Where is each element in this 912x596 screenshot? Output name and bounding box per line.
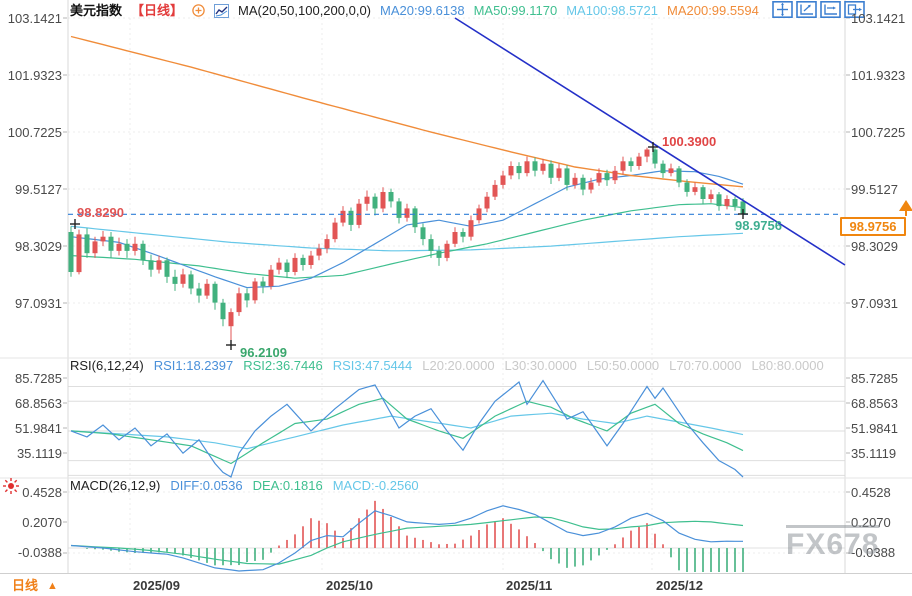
add-indicator-icon[interactable] bbox=[192, 4, 205, 17]
macd-axis-label-left: 0.4528 bbox=[22, 485, 62, 500]
rsi-header: RSI(6,12,24) RSI1:18.2397 RSI2:36.7446 R… bbox=[70, 358, 824, 373]
macd-diff-value: DIFF:0.0536 bbox=[170, 478, 243, 493]
axis-zoom-in-icon[interactable] bbox=[796, 1, 817, 18]
moving-average-lines bbox=[70, 35, 744, 289]
chart-header: 美元指数 【日线】 MA(20,50,100,200,0,0) MA20:99.… bbox=[70, 3, 759, 18]
macd-value: MACD:-0.2560 bbox=[332, 478, 419, 493]
price-badge-arrow bbox=[899, 200, 912, 216]
rsi3-value: RSI3:47.5444 bbox=[332, 358, 413, 373]
rsi-axis-label-left: 51.9841 bbox=[15, 421, 62, 436]
price-axis-label-right: 97.0931 bbox=[851, 296, 898, 311]
macd-axis-label-left: -0.0388 bbox=[17, 545, 62, 560]
period-selector[interactable]: 日线 bbox=[12, 578, 39, 593]
live-status-icon bbox=[2, 477, 20, 500]
rsi-lines bbox=[70, 379, 744, 478]
price-axis-label-right: 98.3029 bbox=[851, 239, 898, 254]
high-price-label: 100.3900 bbox=[662, 134, 717, 149]
chart-type-icon[interactable] bbox=[214, 3, 230, 18]
price-axis-label-right: 99.5127 bbox=[851, 182, 898, 197]
rsi-axis-label-right: 85.7285 bbox=[851, 371, 898, 386]
chart-toolbar bbox=[772, 1, 865, 18]
price-axis-label-left: 98.3029 bbox=[15, 239, 62, 254]
crosshair-move-icon[interactable] bbox=[772, 1, 793, 18]
rsi2-value: RSI2:36.7446 bbox=[243, 358, 323, 373]
rsi-l30-level: L30:30.0000 bbox=[504, 358, 577, 373]
current-price-badge: 98.9756 bbox=[840, 217, 906, 236]
macd-series bbox=[70, 500, 744, 572]
month-label: 2025/09 bbox=[133, 578, 180, 593]
rsi-axis-label-left: 68.8563 bbox=[15, 396, 62, 411]
rsi-axis-label-right: 51.9841 bbox=[851, 421, 898, 436]
rsi-axis-label-right: 35.1119 bbox=[851, 446, 897, 461]
month-label: 2025/11 bbox=[506, 578, 553, 593]
month-label: 2025/10 bbox=[326, 578, 373, 593]
rsi-axis-label-right: 68.8563 bbox=[851, 396, 898, 411]
price-axis-label-left: 97.0931 bbox=[15, 296, 62, 311]
rsi1-value: RSI1:18.2397 bbox=[153, 358, 234, 373]
ma-settings-label: MA(20,50,100,200,0,0) bbox=[238, 3, 372, 18]
last-price-label: 98.9756 bbox=[735, 218, 782, 233]
ma100-value: MA100:98.5721 bbox=[566, 3, 658, 18]
ma200-value: MA200:99.5594 bbox=[667, 3, 759, 18]
month-label: 2025/12 bbox=[656, 578, 703, 593]
macd-axis-label-left: 0.2070 bbox=[22, 515, 62, 530]
macd-header: MACD(26,12,9) DIFF:0.0536 DEA:0.1816 MAC… bbox=[70, 478, 419, 493]
rsi-l20-level: L20:20.0000 bbox=[422, 358, 495, 373]
symbol-name: 美元指数 bbox=[70, 3, 123, 18]
rsi-l80-level: L80:80.0000 bbox=[751, 358, 824, 373]
rsi-l50-level: L50:50.0000 bbox=[586, 358, 660, 373]
price-axis-label-right: 101.9323 bbox=[851, 68, 906, 83]
macd-axis-label-right: 0.4528 bbox=[851, 485, 891, 500]
grid-lines bbox=[68, 17, 845, 572]
price-axis-label-left: 103.1421 bbox=[7, 11, 62, 26]
pop-out-icon[interactable] bbox=[844, 1, 865, 18]
alert-price-label: 98.8290 bbox=[77, 205, 124, 220]
period-dropdown-icon[interactable]: ▲ bbox=[47, 580, 58, 592]
extreme-point-markers bbox=[70, 142, 748, 350]
rsi-axis-label-left: 35.1119 bbox=[16, 446, 62, 461]
period-tag: 【日线】 bbox=[131, 3, 184, 18]
ma20-value: MA20:99.6138 bbox=[380, 3, 465, 18]
macd-axis-label-right: -0.0388 bbox=[851, 545, 896, 560]
low-price-label: 96.2109 bbox=[240, 345, 287, 360]
rsi-axis-label-left: 85.7285 bbox=[15, 371, 62, 386]
axis-zoom-out-icon[interactable] bbox=[820, 1, 841, 18]
price-axis-label-left: 100.7225 bbox=[7, 125, 62, 140]
trendline-annotation[interactable] bbox=[454, 17, 846, 266]
macd-title: MACD(26,12,9) bbox=[70, 478, 161, 493]
macd-dea-value: DEA:0.1816 bbox=[252, 478, 323, 493]
rsi-l70-level: L70:70.0000 bbox=[669, 358, 742, 373]
time-axis-bar bbox=[0, 573, 912, 596]
ma50-value: MA50:99.1170 bbox=[473, 3, 558, 18]
candlestick-series bbox=[68, 147, 746, 345]
macd-axis-label-right: 0.2070 bbox=[851, 515, 891, 530]
rsi-title: RSI(6,12,24) bbox=[70, 358, 144, 373]
watermark-logo: FX678 bbox=[786, 528, 880, 561]
price-axis-label-right: 100.7225 bbox=[851, 125, 906, 140]
price-axis-label-left: 101.9323 bbox=[7, 68, 62, 83]
price-axis-label-left: 99.5127 bbox=[15, 182, 62, 197]
price-axis-label-right: 103.1421 bbox=[851, 11, 906, 26]
